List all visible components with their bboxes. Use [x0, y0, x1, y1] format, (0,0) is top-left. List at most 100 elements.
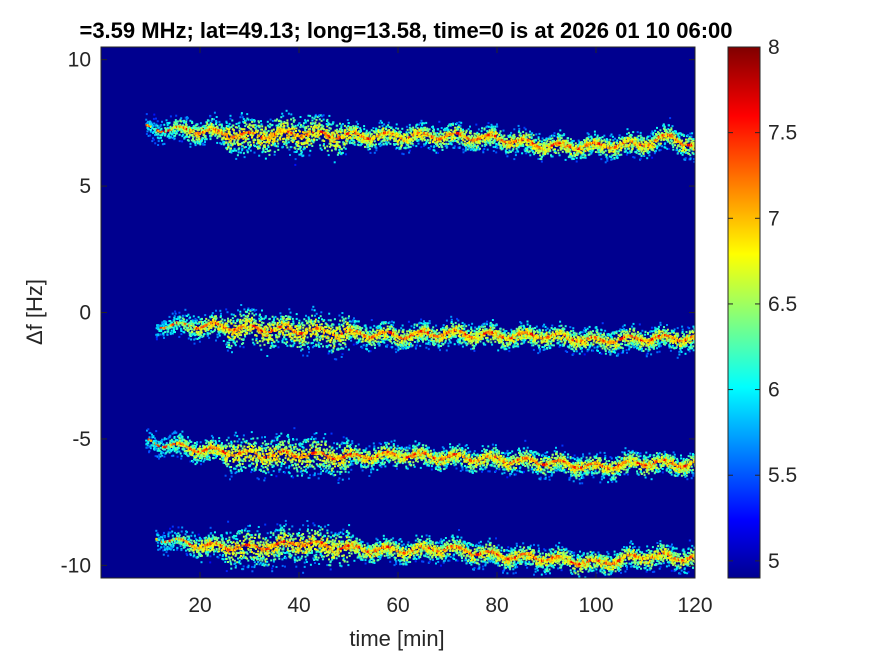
band-speckle — [286, 147, 288, 149]
band-speckle — [422, 134, 424, 136]
band-speckle — [261, 123, 263, 125]
band-speckle — [538, 136, 540, 138]
band-speckle — [335, 149, 337, 151]
band-speckle — [545, 151, 547, 153]
band-speckle — [396, 123, 398, 125]
band-speckle — [152, 125, 154, 127]
band-speckle — [401, 145, 403, 147]
band-speckle — [225, 129, 227, 131]
band-speckle — [336, 144, 338, 146]
band-speckle — [396, 147, 398, 149]
band-speckle — [569, 149, 571, 151]
band-speckle — [222, 322, 224, 324]
band-speckle — [247, 135, 249, 137]
band-speckle — [272, 344, 274, 346]
band-speckle — [298, 154, 300, 156]
band-speckle — [344, 131, 346, 133]
band-speckle — [466, 130, 468, 132]
band-speckle — [182, 124, 184, 126]
band-speckle — [433, 149, 435, 151]
band-speckle — [315, 115, 317, 117]
band-speckle — [190, 143, 192, 145]
band-speckle — [300, 116, 302, 118]
band-speckle — [310, 133, 312, 135]
band-speckle — [337, 154, 339, 156]
band-speckle — [307, 125, 309, 127]
band-speckle — [676, 149, 678, 151]
band-speckle — [634, 157, 636, 159]
band-speckle — [167, 331, 169, 333]
band-speckle — [391, 127, 393, 129]
band-speckle — [256, 335, 258, 337]
band-speckle — [584, 155, 586, 157]
band-speckle — [571, 155, 573, 157]
band-speckle — [488, 126, 490, 128]
band-speckle — [264, 344, 266, 346]
band-speckle — [494, 140, 496, 142]
band-speckle — [367, 140, 369, 142]
band-speckle — [605, 150, 607, 152]
band-speckle — [429, 128, 431, 130]
band-core — [639, 144, 641, 146]
band-speckle — [398, 139, 400, 141]
band-speckle — [319, 118, 321, 120]
band-speckle — [228, 342, 230, 344]
band-speckle — [263, 339, 265, 341]
band-speckle — [617, 157, 619, 159]
band-speckle — [199, 143, 201, 145]
band-speckle — [295, 148, 297, 150]
band-speckle — [478, 133, 480, 135]
band-speckle — [165, 323, 167, 325]
band-speckle — [230, 115, 232, 117]
band-speckle — [327, 137, 329, 139]
band-speckle — [521, 152, 523, 154]
band-speckle — [210, 138, 212, 140]
band-speckle — [215, 315, 217, 317]
band-speckle — [316, 139, 318, 141]
band-speckle — [249, 333, 251, 335]
band-speckle — [672, 125, 674, 127]
band-speckle — [237, 154, 239, 156]
band-speckle — [418, 143, 420, 145]
band-speckle — [266, 148, 268, 150]
band-speckle — [259, 125, 261, 127]
band-speckle — [304, 147, 306, 149]
band-speckle — [309, 115, 311, 117]
band-speckle — [203, 131, 205, 133]
band-speckle — [277, 139, 279, 141]
band-speckle — [251, 136, 253, 138]
band-speckle — [539, 140, 541, 142]
band-speckle — [173, 124, 175, 126]
band-speckle — [289, 154, 291, 156]
band-speckle — [157, 125, 159, 127]
band-speckle — [243, 118, 245, 120]
band-speckle — [683, 146, 685, 148]
band-speckle — [223, 130, 225, 132]
band-speckle — [501, 144, 503, 146]
band-speckle — [268, 130, 270, 132]
band-speckle — [147, 121, 149, 123]
band-speckle — [506, 144, 508, 146]
band-speckle — [606, 154, 608, 156]
band-speckle — [215, 326, 217, 328]
band-speckle — [433, 129, 435, 131]
band-speckle — [609, 139, 611, 141]
band-speckle — [222, 138, 224, 140]
band-speckle — [423, 122, 425, 124]
band-speckle — [260, 132, 262, 134]
band-speckle — [204, 127, 206, 129]
band-core — [233, 136, 235, 138]
band-speckle — [265, 151, 267, 153]
band-speckle — [640, 149, 642, 151]
band-speckle — [448, 129, 450, 131]
band-speckle — [153, 123, 155, 125]
band-speckle — [501, 148, 503, 150]
band-speckle — [178, 336, 180, 338]
band-speckle — [346, 143, 348, 145]
band-speckle — [185, 121, 187, 123]
band-core — [167, 129, 169, 131]
band-speckle — [555, 152, 557, 154]
band-speckle — [354, 137, 356, 139]
band-speckle — [597, 135, 599, 137]
band-speckle — [577, 152, 579, 154]
